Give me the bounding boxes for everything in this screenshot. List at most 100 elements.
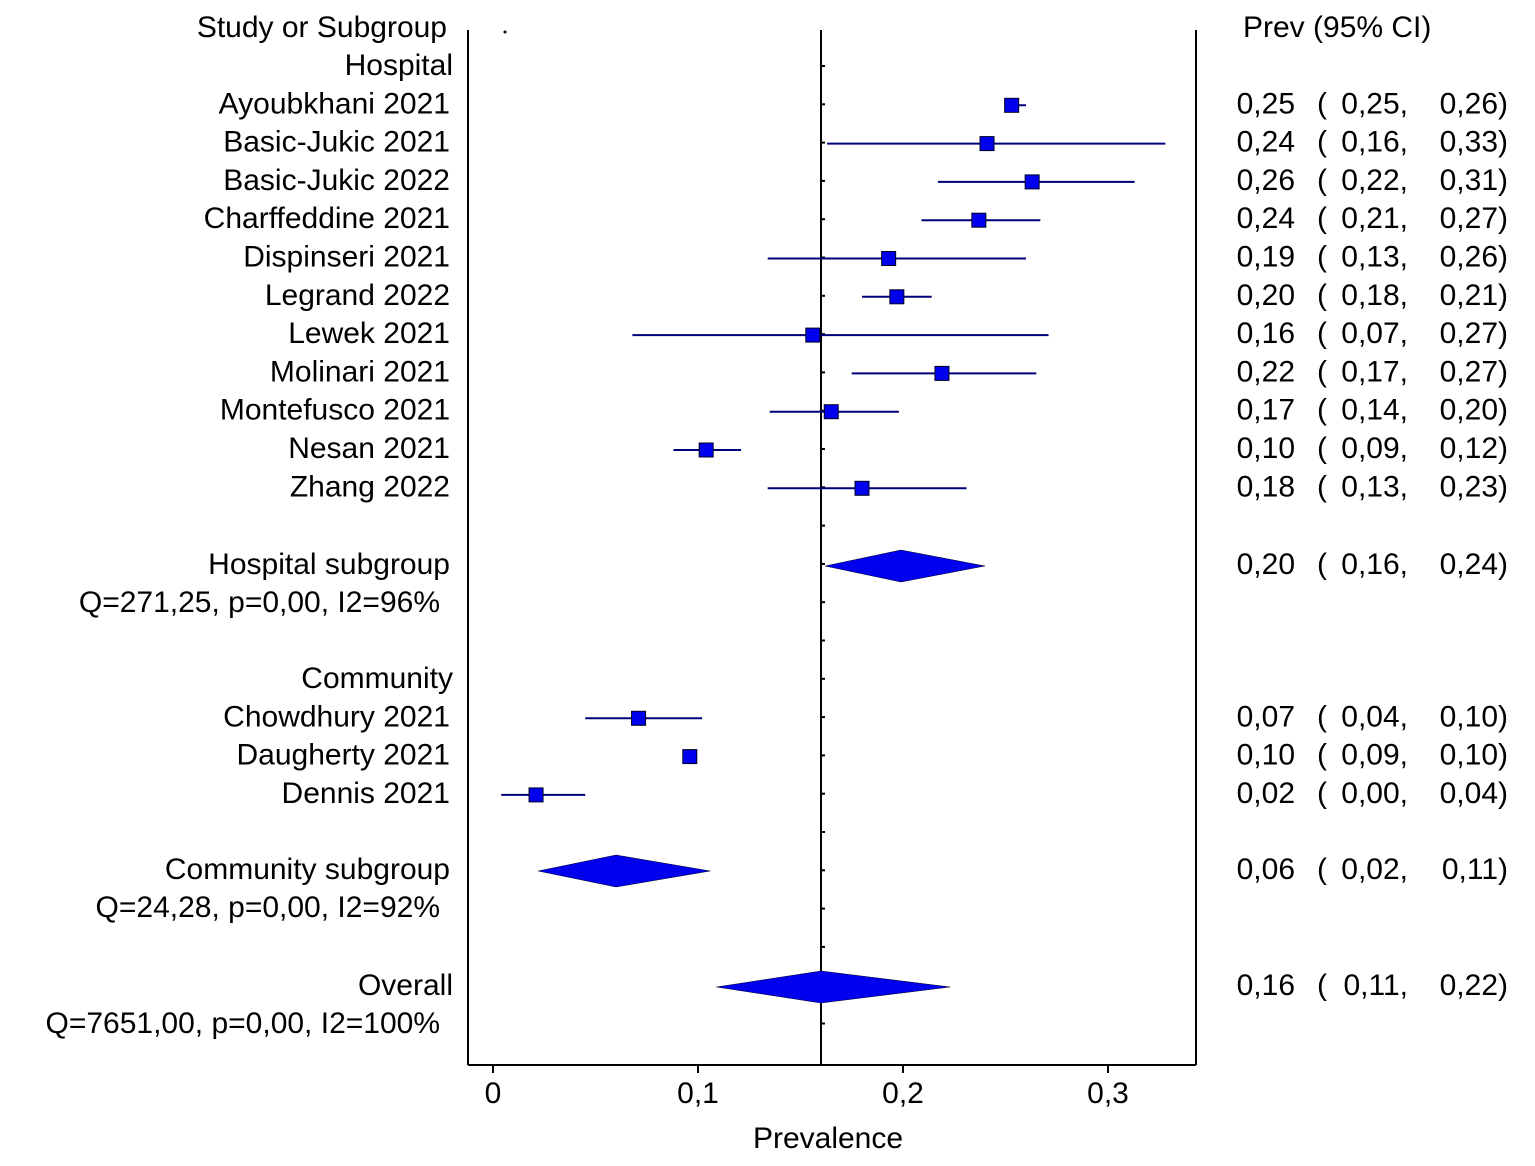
- study-paren: (: [1317, 87, 1327, 120]
- study-label: Nesan 2021: [288, 432, 450, 465]
- reference-line-group: [820, 30, 825, 1065]
- study-rows: Hospital Ayoubkhani 2021 0,25 (0,25, 0,26) Ba…: [46, 49, 1509, 1040]
- point-estimate-marker: [805, 327, 821, 343]
- study-label: Daugherty 2021: [237, 739, 451, 772]
- study-label: Dennis 2021: [282, 777, 450, 810]
- overall-diamond: [716, 970, 951, 1004]
- point-estimate-marker: [979, 136, 995, 152]
- study-prev-text: 0,17: [1237, 394, 1295, 427]
- study-paren: (: [1317, 241, 1327, 274]
- study-prev-text: 0,02: [1237, 777, 1295, 810]
- study-lower-text: 0,13,: [1341, 241, 1408, 274]
- x-axis: 0 0,1 0,2 0,3: [485, 1065, 1129, 1110]
- study-lower-text: 0,17,: [1341, 355, 1408, 388]
- study-upper-text: 0,27): [1440, 202, 1508, 235]
- plot-frame: [467, 30, 1197, 1066]
- point-estimate-marker: [854, 480, 870, 496]
- study-label: Basic-Jukic 2021: [223, 126, 450, 159]
- subgroup-heterogeneity: Q=24,28, p=0,00, I2=92%: [96, 891, 440, 924]
- study-lower-text: 0,14,: [1341, 394, 1408, 427]
- study-upper-text: 0,10): [1440, 700, 1508, 733]
- study-upper-text: 0,23): [1440, 470, 1508, 503]
- study-paren: (: [1317, 470, 1327, 503]
- study-label: Ayoubkhani 2021: [219, 87, 450, 120]
- study-lower-text: 0,25,: [1341, 87, 1408, 120]
- study-prev-text: 0,07: [1237, 700, 1295, 733]
- point-estimate-marker: [1004, 97, 1020, 113]
- group-header: Hospital: [345, 49, 453, 82]
- study-prev-text: 0,20: [1237, 279, 1295, 312]
- pooled-upper-text: 0,11): [1442, 853, 1508, 886]
- study-paren: (: [1317, 739, 1327, 772]
- x-axis-label: Prevalence: [753, 1122, 903, 1155]
- study-paren: (: [1317, 317, 1327, 350]
- study-prev-text: 0,24: [1237, 202, 1295, 235]
- study-lower-text: 0,21,: [1341, 202, 1408, 235]
- point-estimate-marker: [528, 787, 544, 803]
- study-upper-text: 0,04): [1440, 777, 1508, 810]
- x-tick-label: 0,2: [882, 1077, 924, 1110]
- header-dot: [503, 30, 507, 34]
- point-estimate-marker: [971, 212, 987, 228]
- study-prev-text: 0,16: [1237, 317, 1295, 350]
- study-upper-text: 0,20): [1440, 394, 1508, 427]
- pooled-prev-text: 0,20: [1237, 548, 1295, 581]
- study-label: Dispinseri 2021: [243, 241, 450, 274]
- overall-prev-text: 0,16: [1237, 969, 1295, 1002]
- header-study: Study or Subgroup: [197, 11, 447, 44]
- subgroup-diamond: [538, 854, 711, 888]
- study-paren: (: [1317, 279, 1327, 312]
- pooled-prev-text: 0,06: [1237, 853, 1295, 886]
- point-estimate-marker: [889, 289, 905, 305]
- pooled-paren: (: [1317, 853, 1327, 886]
- study-prev-text: 0,18: [1237, 470, 1295, 503]
- study-prev-text: 0,24: [1237, 126, 1295, 159]
- study-upper-text: 0,26): [1440, 241, 1508, 274]
- subgroup-pooled-label: Hospital subgroup: [208, 548, 450, 581]
- group-header: Community: [301, 662, 453, 695]
- x-tick-label: 0,1: [677, 1077, 719, 1110]
- study-label: Charffeddine 2021: [204, 202, 450, 235]
- study-lower-text: 0,18,: [1341, 279, 1408, 312]
- study-paren: (: [1317, 432, 1327, 465]
- study-upper-text: 0,31): [1440, 164, 1508, 197]
- study-label: Basic-Jukic 2022: [223, 164, 450, 197]
- study-upper-text: 0,12): [1440, 432, 1508, 465]
- study-lower-text: 0,00,: [1341, 777, 1408, 810]
- subgroup-pooled-label: Community subgroup: [165, 853, 450, 886]
- point-estimate-marker: [698, 442, 714, 458]
- study-lower-text: 0,22,: [1341, 164, 1408, 197]
- study-paren: (: [1317, 700, 1327, 733]
- study-paren: (: [1317, 777, 1327, 810]
- pooled-lower-text: 0,02,: [1341, 853, 1408, 886]
- study-label: Montefusco 2021: [220, 394, 450, 427]
- study-lower-text: 0,07,: [1341, 317, 1408, 350]
- study-paren: (: [1317, 394, 1327, 427]
- study-label: Molinari 2021: [270, 355, 450, 388]
- x-tick-label: 0,3: [1087, 1077, 1129, 1110]
- study-lower-text: 0,04,: [1341, 700, 1408, 733]
- study-label: Zhang 2022: [290, 470, 450, 503]
- study-prev-text: 0,26: [1237, 164, 1295, 197]
- point-estimate-marker: [1024, 174, 1040, 190]
- study-prev-text: 0,10: [1237, 739, 1295, 772]
- header-ci: Prev (95% CI): [1243, 11, 1431, 44]
- study-lower-text: 0,09,: [1341, 432, 1408, 465]
- study-label: Lewek 2021: [288, 317, 450, 350]
- point-estimate-marker: [682, 749, 698, 765]
- study-upper-text: 0,21): [1440, 279, 1508, 312]
- overall-heterogeneity: Q=7651,00, p=0,00, I2=100%: [46, 1007, 441, 1040]
- point-estimate-marker: [631, 710, 647, 726]
- study-lower-text: 0,09,: [1341, 739, 1408, 772]
- study-upper-text: 0,10): [1440, 739, 1508, 772]
- study-prev-text: 0,25: [1237, 87, 1295, 120]
- overall-lower-text: 0,11,: [1344, 969, 1409, 1002]
- pooled-upper-text: 0,24): [1440, 548, 1508, 581]
- study-prev-text: 0,19: [1237, 241, 1295, 274]
- point-estimate-marker: [823, 404, 839, 420]
- overall-paren: (: [1317, 969, 1327, 1002]
- study-upper-text: 0,33): [1440, 126, 1508, 159]
- study-lower-text: 0,13,: [1341, 470, 1408, 503]
- study-lower-text: 0,16,: [1341, 126, 1408, 159]
